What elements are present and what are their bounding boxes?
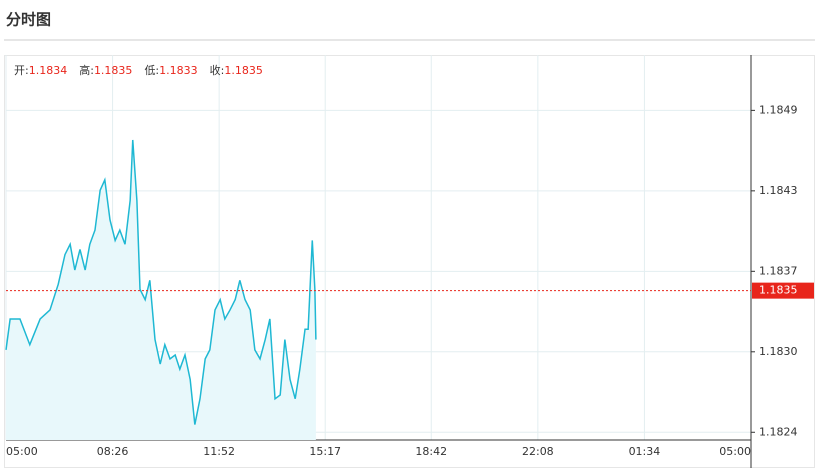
info-label: 低: <box>144 64 159 77</box>
x-tick-label: 05:00 <box>6 445 38 458</box>
line <box>5 139 317 425</box>
page-title: 分时图 <box>6 11 51 29</box>
price-tag <box>752 282 814 299</box>
y-tick-label: 1.1824 <box>759 425 798 438</box>
x-tick-label: 08:26 <box>97 445 129 458</box>
x-tick-label: 05:00 <box>719 445 751 458</box>
x-tick-label: 01:34 <box>629 445 661 458</box>
info-value: 1.1834 <box>29 64 68 77</box>
price-tag-label: 1.1835 <box>759 284 798 297</box>
y-tick-label: 1.1837 <box>759 264 798 277</box>
x-tick-label: 15:17 <box>309 445 341 458</box>
info-value: 1.1835 <box>224 64 263 77</box>
info-value: 1.1835 <box>94 64 133 77</box>
chart-frame <box>4 55 815 468</box>
x-tick-label: 18:42 <box>415 445 447 458</box>
y-tick-label: 1.1849 <box>759 103 798 116</box>
x-tick-label: 11:52 <box>203 445 235 458</box>
info-label: 开: <box>14 64 29 77</box>
y-tick-label: 1.1843 <box>759 184 798 197</box>
x-tick-label: 22:08 <box>522 445 554 458</box>
area <box>6 139 316 440</box>
y-tick-label: 1.1830 <box>759 345 798 358</box>
info-value: 1.1833 <box>159 64 198 77</box>
info-label: 高: <box>79 63 94 77</box>
info-label: 收: <box>210 63 225 77</box>
